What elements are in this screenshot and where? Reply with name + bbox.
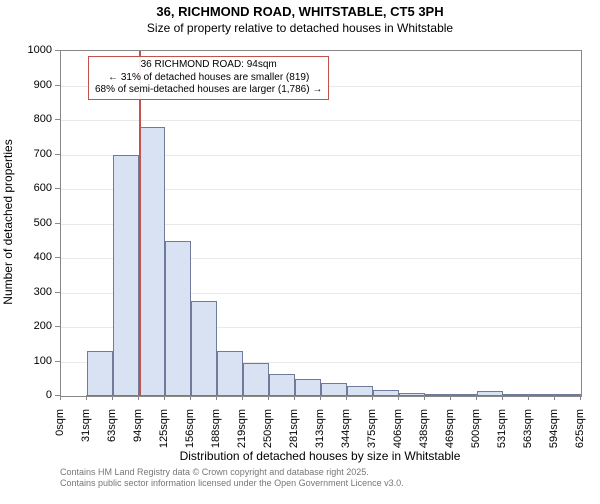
- y-tick: [55, 223, 60, 224]
- x-tick-label: 500sqm: [470, 409, 482, 459]
- x-tick-label: 469sqm: [444, 409, 456, 459]
- x-tick-label: 125sqm: [158, 409, 170, 459]
- x-tick: [138, 395, 139, 400]
- x-tick: [164, 395, 165, 400]
- attribution: Contains HM Land Registry data © Crown c…: [60, 467, 404, 489]
- histogram-bar: [191, 301, 217, 396]
- page-subtitle: Size of property relative to detached ho…: [0, 21, 600, 35]
- histogram-bar: [87, 351, 113, 396]
- y-tick: [55, 361, 60, 362]
- histogram-bar: [165, 241, 191, 396]
- x-tick-label: 313sqm: [314, 409, 326, 459]
- annotation-box: 36 RICHMOND ROAD: 94sqm ← 31% of detache…: [88, 56, 329, 100]
- histogram-bar: [425, 394, 451, 396]
- y-tick: [55, 188, 60, 189]
- x-tick: [476, 395, 477, 400]
- histogram-bar: [477, 391, 503, 396]
- page-title: 36, RICHMOND ROAD, WHITSTABLE, CT5 3PH: [0, 4, 600, 19]
- histogram-bar: [529, 394, 555, 396]
- y-tick-label: 300: [0, 286, 52, 298]
- histogram-bar: [373, 390, 399, 396]
- y-tick: [55, 154, 60, 155]
- y-tick: [55, 326, 60, 327]
- histogram-bar: [243, 363, 269, 396]
- x-tick-label: 63sqm: [106, 409, 118, 459]
- x-tick-label: 250sqm: [262, 409, 274, 459]
- histogram-bar: [347, 386, 373, 396]
- x-tick-label: 563sqm: [522, 409, 534, 459]
- y-tick-label: 400: [0, 251, 52, 263]
- y-tick-label: 200: [0, 320, 52, 332]
- x-tick: [580, 395, 581, 400]
- annotation-line2: ← 31% of detached houses are smaller (81…: [95, 72, 322, 85]
- marker-line: [139, 51, 141, 396]
- annotation-line3: 68% of semi-detached houses are larger (…: [95, 84, 322, 97]
- x-tick-label: 281sqm: [288, 409, 300, 459]
- histogram-bar: [295, 379, 321, 396]
- x-tick: [60, 395, 61, 400]
- y-tick-label: 800: [0, 113, 52, 125]
- x-tick-label: 344sqm: [340, 409, 352, 459]
- histogram-bar: [451, 394, 477, 396]
- x-tick: [450, 395, 451, 400]
- x-tick: [372, 395, 373, 400]
- histogram-bar: [555, 394, 581, 396]
- x-tick-label: 531sqm: [496, 409, 508, 459]
- x-tick: [294, 395, 295, 400]
- x-tick: [86, 395, 87, 400]
- x-tick-label: 438sqm: [418, 409, 430, 459]
- x-tick: [346, 395, 347, 400]
- x-tick-label: 625sqm: [574, 409, 586, 459]
- histogram-bar: [217, 351, 243, 396]
- x-tick-label: 406sqm: [392, 409, 404, 459]
- histogram-bar: [269, 374, 295, 396]
- attribution-line2: Contains public sector information licen…: [60, 478, 404, 489]
- y-tick-label: 1000: [0, 44, 52, 56]
- x-tick: [424, 395, 425, 400]
- plot-area: [60, 50, 582, 397]
- x-tick: [190, 395, 191, 400]
- x-tick: [398, 395, 399, 400]
- x-tick: [242, 395, 243, 400]
- annotation-line1: 36 RICHMOND ROAD: 94sqm: [95, 59, 322, 72]
- y-tick: [55, 292, 60, 293]
- attribution-line1: Contains HM Land Registry data © Crown c…: [60, 467, 404, 478]
- y-tick-label: 700: [0, 148, 52, 160]
- x-tick-label: 188sqm: [210, 409, 222, 459]
- y-tick-label: 0: [0, 389, 52, 401]
- y-tick: [55, 119, 60, 120]
- x-tick-label: 31sqm: [80, 409, 92, 459]
- y-tick-label: 500: [0, 217, 52, 229]
- histogram-bar: [113, 155, 139, 397]
- x-tick-label: 594sqm: [548, 409, 560, 459]
- x-tick: [528, 395, 529, 400]
- y-tick-label: 600: [0, 182, 52, 194]
- x-tick: [216, 395, 217, 400]
- x-tick-label: 219sqm: [236, 409, 248, 459]
- histogram-bar: [139, 127, 165, 396]
- histogram-bar: [503, 394, 529, 396]
- x-tick-label: 0sqm: [54, 409, 66, 459]
- histogram-bar: [399, 393, 425, 396]
- x-tick: [112, 395, 113, 400]
- y-tick: [55, 257, 60, 258]
- histogram-bar: [321, 383, 347, 396]
- x-tick: [502, 395, 503, 400]
- chart-container: 36, RICHMOND ROAD, WHITSTABLE, CT5 3PH S…: [0, 4, 600, 504]
- y-tick-label: 100: [0, 355, 52, 367]
- x-tick-label: 94sqm: [132, 409, 144, 459]
- y-tick-label: 900: [0, 79, 52, 91]
- y-tick: [55, 85, 60, 86]
- x-tick: [320, 395, 321, 400]
- x-tick-label: 375sqm: [366, 409, 378, 459]
- x-tick: [268, 395, 269, 400]
- y-tick: [55, 50, 60, 51]
- x-tick: [554, 395, 555, 400]
- x-tick-label: 156sqm: [184, 409, 196, 459]
